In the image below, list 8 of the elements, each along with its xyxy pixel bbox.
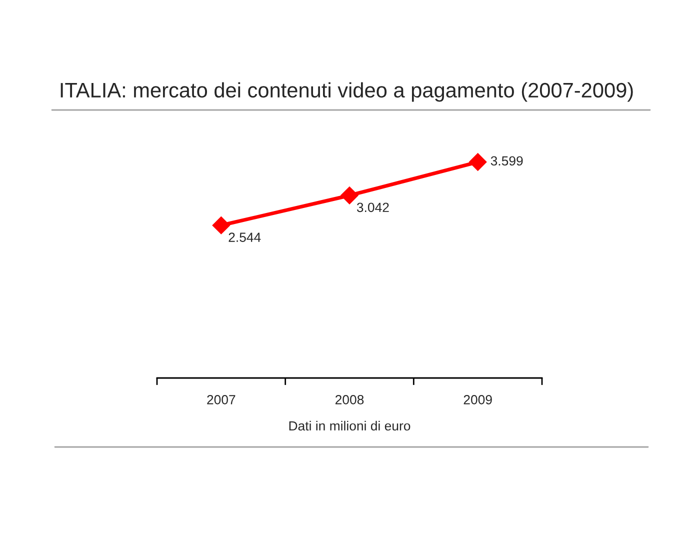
- x-tick-label: 2008: [335, 395, 364, 404]
- data-label: 2.544: [228, 232, 261, 242]
- x-tick-label: 2009: [464, 395, 492, 404]
- data-label: 3.599: [490, 156, 523, 166]
- chart-title: ITALIA: mercato dei contenuti video a pagamento (2007-2009): [60, 82, 633, 102]
- x-tick-label: 2007: [207, 395, 236, 404]
- data-label: 3.042: [356, 202, 389, 212]
- x-axis-title: Dati in milioni di euro: [289, 420, 410, 431]
